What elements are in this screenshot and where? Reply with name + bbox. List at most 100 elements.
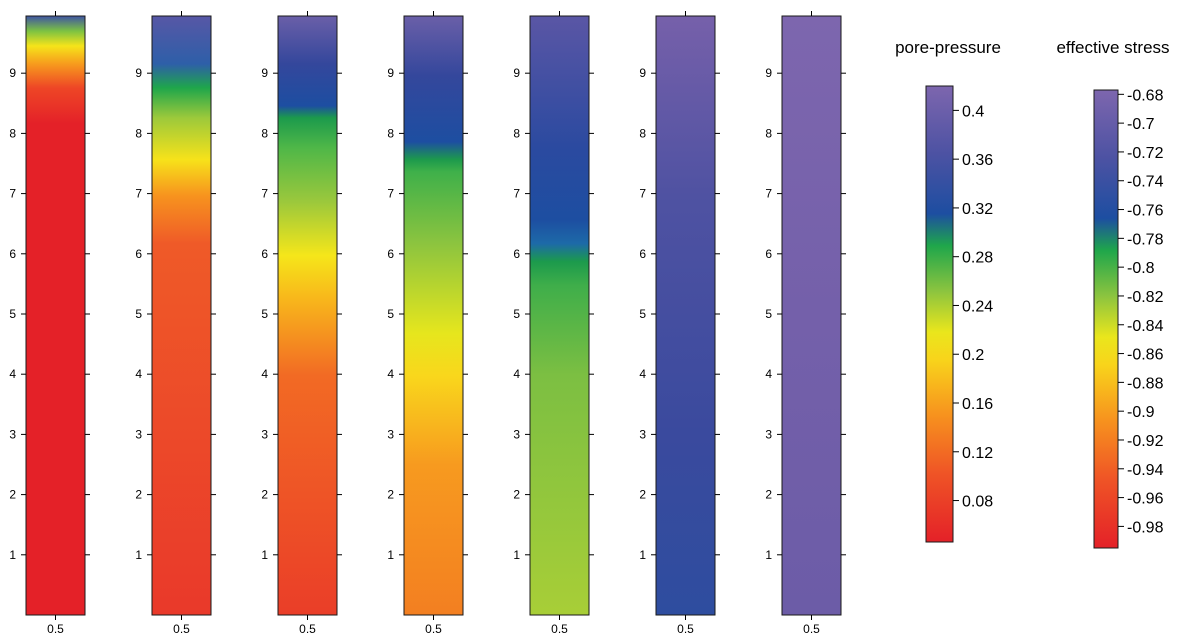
column-5-ytick-label: 3 [513, 427, 520, 441]
effective-stress-colorbar-tick-label: -0.68 [1127, 87, 1164, 104]
column-1-ytick-label: 6 [9, 247, 16, 261]
column-5-ytick-label: 8 [513, 126, 520, 140]
column-4-ytick-label: 7 [387, 187, 394, 201]
column-4-ytick-label: 2 [387, 488, 394, 502]
pore-pressure-colorbar-tick-label: 0.36 [962, 152, 993, 169]
column-6-ytick-label: 1 [639, 548, 646, 562]
effective-stress-colorbar: effective stress -0.68 -0.7 -0.72 -0.74 -0.7… [1056, 38, 1170, 549]
column-1-ytick-label: 2 [9, 488, 16, 502]
pore-pressure-colorbar-tick-label: 0.08 [962, 494, 993, 511]
profile-column-4: 1 2 3 4 5 6 7 8 9 0.5 [387, 11, 468, 636]
pore-pressure-colorbar-tick-label: 0.16 [962, 396, 993, 413]
column-6-ytick-label: 9 [639, 66, 646, 80]
column-5-ytick-label: 9 [513, 66, 520, 80]
column-7-ytick-label: 5 [765, 307, 772, 321]
pore-pressure-colorbar-tick-label: 0.24 [962, 298, 993, 315]
column-7-xtick-label: 0.5 [803, 622, 820, 636]
column-7-ytick-label: 1 [765, 548, 772, 562]
profile-column-3: 1 2 3 4 5 6 7 8 9 0.5 [261, 11, 342, 636]
effective-stress-colorbar-tick-label: -0.88 [1127, 375, 1164, 392]
column-2-ytick-label: 8 [135, 126, 142, 140]
column-3-ytick-label: 8 [261, 126, 268, 140]
column-2-ytick-label: 3 [135, 427, 142, 441]
column-1-ytick-label: 9 [9, 66, 16, 80]
column-6-ytick-label: 4 [639, 367, 646, 381]
column-5-xtick-label: 0.5 [551, 622, 568, 636]
column-5-ytick-label: 7 [513, 187, 520, 201]
column-7-ytick-label: 6 [765, 247, 772, 261]
profile-column-7: 1 2 3 4 5 6 7 8 9 0.5 [765, 11, 846, 636]
effective-stress-colorbar-tick-label: -0.74 [1127, 174, 1164, 191]
column-2-ytick-label: 7 [135, 187, 142, 201]
column-5-field [529, 15, 590, 616]
column-4-ytick-label: 5 [387, 307, 394, 321]
column-1-ytick-label: 8 [9, 126, 16, 140]
column-7-ytick-label: 8 [765, 126, 772, 140]
column-7-field [781, 15, 842, 616]
column-1-ytick-label: 4 [9, 367, 16, 381]
column-3-ytick-label: 2 [261, 488, 268, 502]
column-3-xtick-label: 0.5 [299, 622, 316, 636]
column-6-ytick-label: 8 [639, 126, 646, 140]
pore-pressure-colorbar-tick-label: 0.4 [962, 103, 984, 120]
effective-stress-colorbar-tick-label: -0.82 [1127, 289, 1164, 306]
column-3-ytick-label: 3 [261, 427, 268, 441]
column-4-field [403, 15, 464, 616]
column-7-ytick-label: 9 [765, 66, 772, 80]
effective-stress-colorbar-bar [1093, 89, 1119, 549]
effective-stress-colorbar-tick-label: -0.84 [1127, 318, 1164, 335]
column-4-ytick-label: 6 [387, 247, 394, 261]
column-4-ytick-label: 9 [387, 66, 394, 80]
effective-stress-colorbar-tick-label: -0.86 [1127, 347, 1164, 364]
column-6-ytick-label: 5 [639, 307, 646, 321]
column-1-ytick-label: 1 [9, 548, 16, 562]
profile-column-1: 1 2 3 4 5 6 7 8 9 0.5 [9, 11, 90, 636]
pore-pressure-colorbar-title: pore-pressure [895, 38, 1001, 57]
column-5-ytick-label: 4 [513, 367, 520, 381]
effective-stress-colorbar-title: effective stress [1056, 38, 1169, 57]
column-1-field [25, 15, 86, 616]
column-6-ytick-label: 2 [639, 488, 646, 502]
column-1-xtick-label: 0.5 [47, 622, 64, 636]
effective-stress-colorbar-tick-label: -0.94 [1127, 462, 1164, 479]
column-2-field [151, 15, 212, 616]
column-6-field [655, 15, 716, 616]
pore-pressure-colorbar: pore-pressure 0.4 0.36 0.32 0.28 0.24 0.2 0.16… [895, 38, 1001, 543]
column-2-ytick-label: 1 [135, 548, 142, 562]
profile-column-2: 1 2 3 4 5 6 7 8 9 0.5 [135, 11, 216, 636]
effective-stress-colorbar-tick-label: -0.78 [1127, 231, 1164, 248]
column-4-ytick-label: 8 [387, 126, 394, 140]
column-6-ytick-label: 3 [639, 427, 646, 441]
column-3-ytick-label: 6 [261, 247, 268, 261]
column-6-xtick-label: 0.5 [677, 622, 694, 636]
column-2-ytick-label: 5 [135, 307, 142, 321]
effective-stress-colorbar-tick-label: -0.8 [1127, 260, 1155, 277]
effective-stress-colorbar-tick-label: -0.9 [1127, 404, 1155, 421]
pore-pressure-colorbar-tick-label: 0.32 [962, 201, 993, 218]
column-5-ytick-label: 5 [513, 307, 520, 321]
column-6-ytick-label: 7 [639, 187, 646, 201]
pore-pressure-colorbar-bar [925, 85, 954, 543]
column-4-ytick-label: 4 [387, 367, 394, 381]
pore-pressure-colorbar-tick-label: 0.28 [962, 250, 993, 267]
effective-stress-colorbar-tick-label: -0.7 [1127, 116, 1155, 133]
column-7-ytick-label: 4 [765, 367, 772, 381]
column-3-ytick-label: 7 [261, 187, 268, 201]
column-3-ytick-label: 5 [261, 307, 268, 321]
columns-layer: 1 2 3 4 5 6 7 8 9 0.5 1 2 3 4 5 6 7 8 9 0.5 1 2 3 4 5 6 7 8 9 0.5 1 2 3 4… [9, 11, 846, 636]
column-3-ytick-label: 4 [261, 367, 268, 381]
column-2-ytick-label: 4 [135, 367, 142, 381]
column-7-ytick-label: 3 [765, 427, 772, 441]
column-2-xtick-label: 0.5 [173, 622, 190, 636]
column-3-field [277, 15, 338, 616]
profile-column-5: 1 2 3 4 5 6 7 8 9 0.5 [513, 11, 594, 636]
column-3-ytick-label: 1 [261, 548, 268, 562]
column-3-ytick-label: 9 [261, 66, 268, 80]
column-5-ytick-label: 1 [513, 548, 520, 562]
column-5-ytick-label: 2 [513, 488, 520, 502]
column-4-xtick-label: 0.5 [425, 622, 442, 636]
effective-stress-colorbar-tick-label: -0.92 [1127, 433, 1164, 450]
column-2-ytick-label: 9 [135, 66, 142, 80]
profile-column-6: 1 2 3 4 5 6 7 8 9 0.5 [639, 11, 720, 636]
